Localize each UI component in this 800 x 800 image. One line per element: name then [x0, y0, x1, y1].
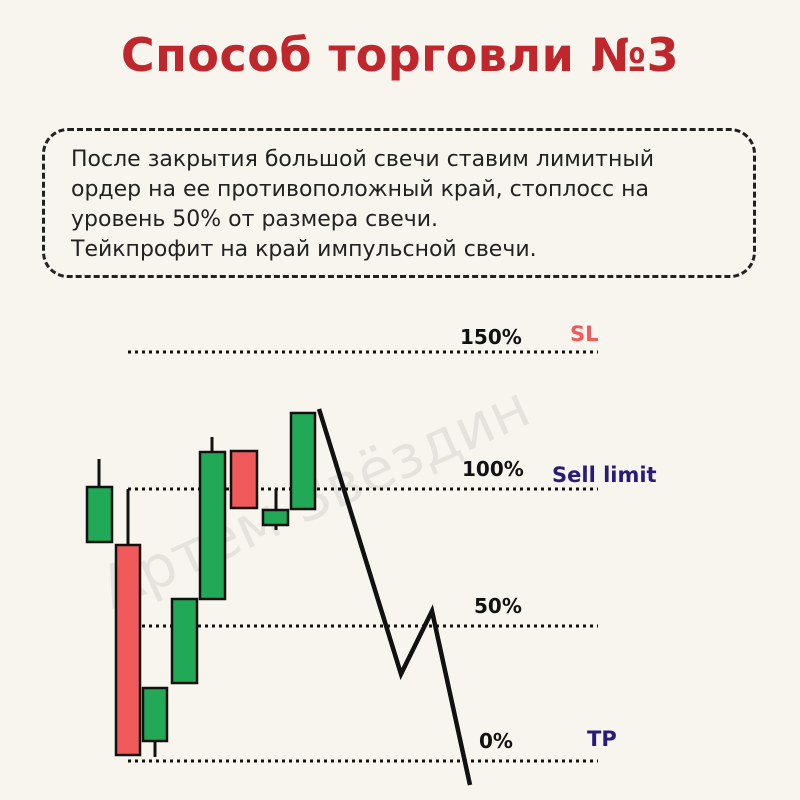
strategy-description-box: После закрытия большой свечи ставим лими…	[42, 128, 756, 278]
level-50-label: 50%	[474, 594, 522, 618]
description-line: После закрытия большой свечи ставим лими…	[71, 147, 655, 172]
bear-candle	[114, 543, 142, 757]
level-150-label: 150%	[460, 325, 522, 349]
bull-candle	[261, 508, 290, 527]
description-line: Тейкпрофит на край импульсной свечи.	[71, 237, 537, 262]
bear-candle	[229, 449, 259, 510]
take-profit-tag: TP	[587, 727, 617, 751]
bull-candle	[198, 450, 227, 601]
stop-loss-tag: SL	[570, 322, 599, 346]
description-line: ордер на ее противоположный край, стопло…	[71, 177, 649, 202]
candles	[85, 411, 317, 757]
sell-limit-tag: Sell limit	[552, 463, 657, 487]
level-0-label: 0%	[479, 729, 513, 753]
bull-candle	[289, 411, 317, 511]
bull-candle	[85, 485, 114, 544]
price-path	[316, 408, 473, 786]
level-100-label: 100%	[462, 457, 524, 481]
bull-candle	[170, 597, 199, 685]
description-line: уровень 50% от размера свечи.	[71, 207, 439, 232]
page-title: Способ торговли №3	[120, 28, 680, 82]
bull-candle	[141, 686, 169, 743]
